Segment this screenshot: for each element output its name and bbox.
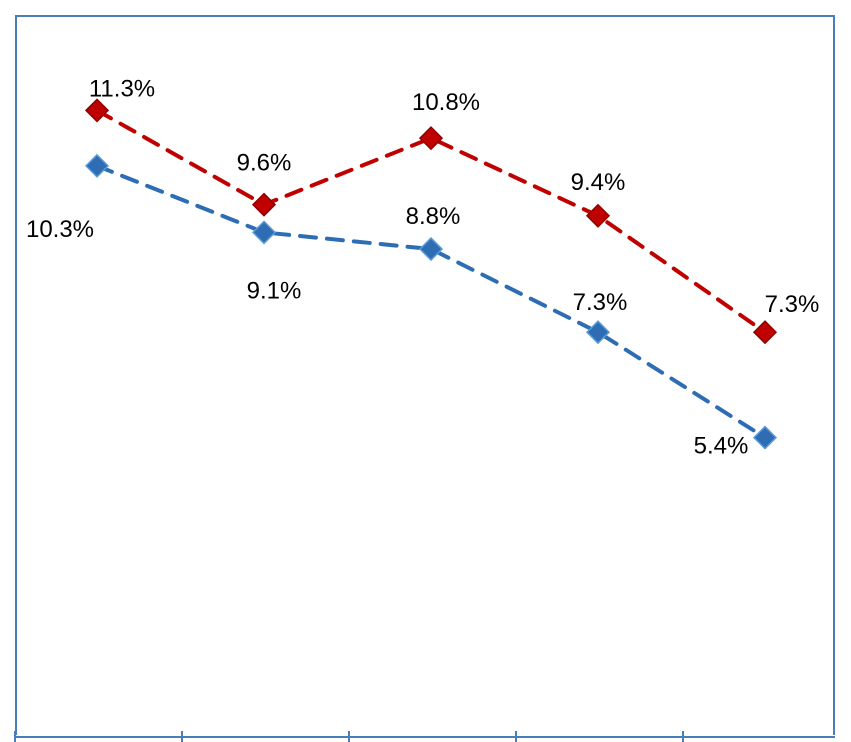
data-label: 5.4%	[694, 433, 749, 460]
data-point-marker	[752, 425, 778, 450]
data-label: 9.4%	[571, 169, 626, 196]
data-label: 10.8%	[412, 89, 480, 116]
chart-frame	[15, 15, 835, 735]
data-label: 11.3%	[89, 75, 155, 102]
data-label: 9.6%	[237, 150, 292, 177]
series-line	[95, 108, 767, 335]
data-point-marker	[418, 126, 444, 151]
series-line	[95, 163, 767, 440]
data-label: 7.3%	[765, 291, 820, 318]
data-point-marker	[251, 220, 277, 245]
data-point-marker	[752, 320, 778, 345]
series-0: 11.3% 9.6% 10.8% 9.4% 7.3%	[84, 75, 820, 345]
x-axis	[14, 731, 835, 742]
data-point-marker	[585, 320, 611, 345]
data-point-marker	[84, 98, 110, 123]
data-point-marker	[585, 203, 611, 228]
data-point-marker	[251, 192, 277, 217]
data-point-marker	[84, 153, 110, 178]
data-label: 7.3%	[573, 289, 628, 316]
data-label: 10.3%	[26, 216, 94, 243]
data-label: 8.8%	[406, 203, 461, 230]
data-point-marker	[418, 236, 444, 262]
data-label: 9.1%	[247, 277, 302, 304]
series-1: 10.3% 9.1% 8.8% 7.3% 5.4%	[26, 153, 778, 460]
series-group: 10.3% 9.1% 8.8% 7.3% 5.4% 11.3% 9.6% 10.8% 9.4% 7…	[26, 75, 819, 459]
